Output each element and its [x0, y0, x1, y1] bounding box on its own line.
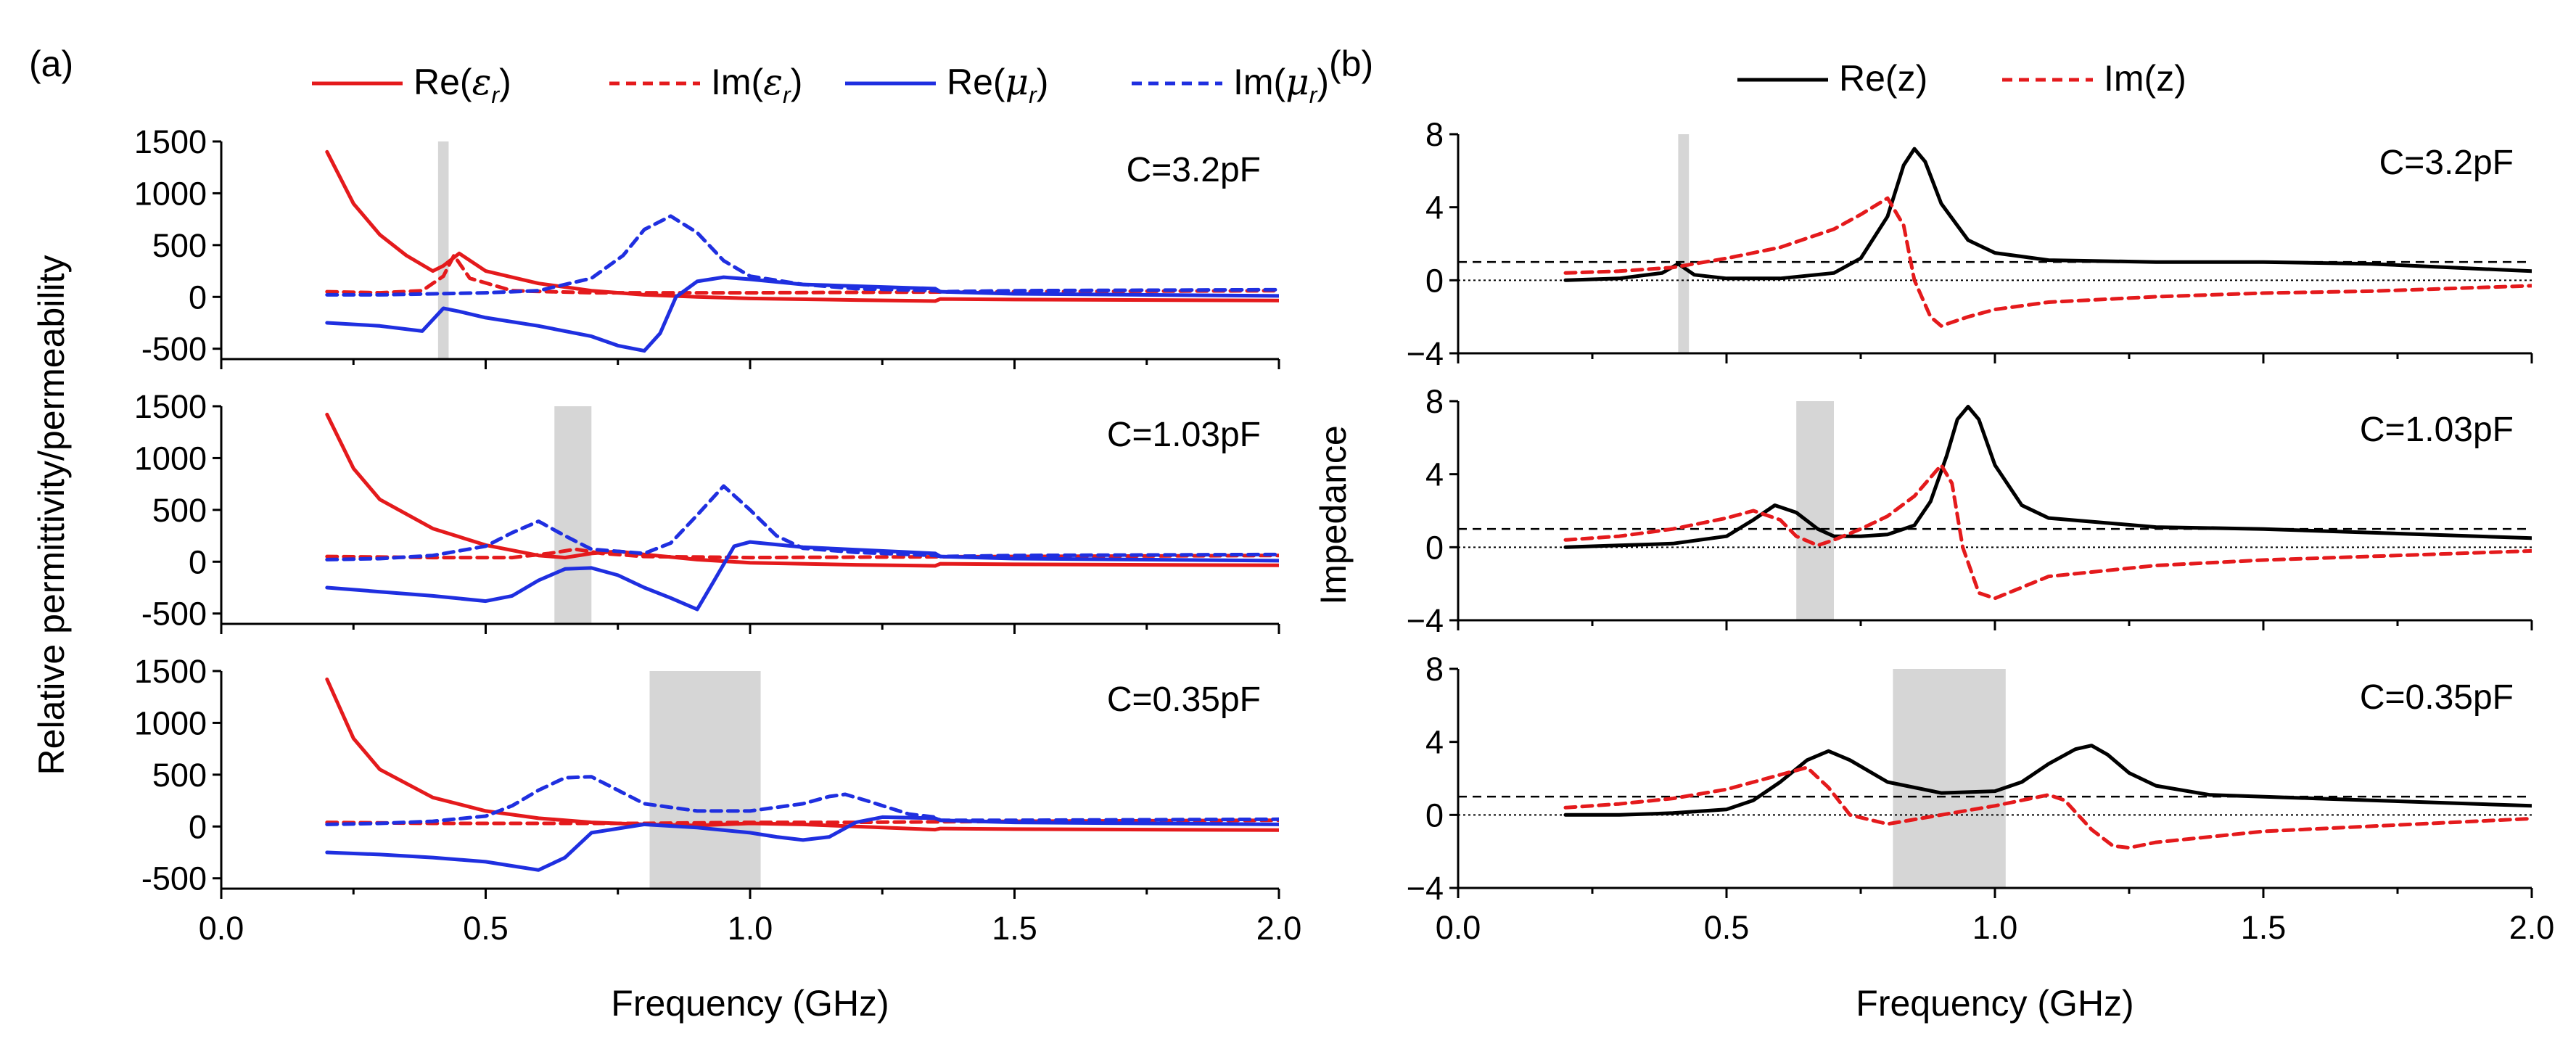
x-tick-label: 1.0 — [728, 910, 773, 947]
subplot-2: 8 4 0 −4 C=1.03pF — [1407, 383, 2533, 639]
capacitance-label: C=1.03pF — [1107, 416, 1261, 454]
y-tick-label: 0 — [189, 543, 207, 580]
x-tick-label: 0.5 — [463, 910, 509, 947]
y-tick-label: −4 — [1407, 870, 1444, 907]
series-line — [1563, 744, 2532, 817]
y-axis-title: Relative permittivity/permeability — [31, 255, 72, 776]
panel-a: (a) Relative permittivity/permeability Fre… — [29, 44, 1329, 1024]
y-tick-label: 500 — [152, 227, 207, 264]
y-tick-label: 8 — [1425, 651, 1444, 688]
series-line — [325, 149, 1279, 303]
subplot-3: 8 4 0 −40.0 0.5 1.0 1.5 2.0 C=0.35pF — [1407, 651, 2555, 946]
y-tick-label: 0 — [1425, 262, 1444, 299]
x-tick-label: 1.5 — [2241, 909, 2287, 946]
shaded-band — [1796, 401, 1834, 620]
series-line — [325, 214, 1279, 297]
subplot-3: 1500 1000 500 0 -500 0.0 0.5 1.0 1.5 2.0 C=0.35pF — [134, 653, 1301, 947]
subplot-2: 1500 1000 500 0 -500 C=1.03pF — [134, 388, 1280, 634]
panel-label: (b) — [1329, 44, 1373, 84]
capacitance-label: C=0.35pF — [2360, 678, 2514, 717]
capacitance-label: C=1.03pF — [2360, 411, 2514, 449]
shaded-band — [437, 141, 449, 359]
legend-label: Im(z) — [2104, 58, 2186, 99]
y-tick-label: -500 — [141, 860, 207, 897]
y-tick-label: 0 — [189, 279, 207, 316]
shaded-band — [554, 406, 592, 624]
capacitance-label: C=0.35pF — [1107, 680, 1261, 719]
y-tick-label: 1000 — [134, 704, 207, 741]
y-tick-label: 1000 — [134, 440, 207, 477]
series-line — [1563, 147, 2532, 282]
x-tick-label: 1.0 — [1972, 909, 2018, 946]
shaded-band — [1678, 134, 1690, 353]
y-tick-label: 0 — [1425, 797, 1444, 834]
x-tick-label: 0.5 — [1704, 909, 1750, 946]
legend-label: Re(z) — [1839, 58, 1927, 99]
y-tick-label: −4 — [1407, 335, 1444, 372]
x-tick-label: 2.0 — [2509, 909, 2555, 946]
series-line — [1563, 405, 2532, 549]
panel-label: (a) — [29, 44, 73, 84]
y-tick-label: 8 — [1425, 383, 1444, 420]
series-line — [325, 547, 1279, 560]
y-tick-label: -500 — [141, 331, 207, 368]
x-tick-label: 0.0 — [199, 910, 244, 947]
series-line — [1563, 196, 2532, 328]
panel-b: (b) Impedance Frequency (GHz) Re(z) Im(z) 8 4 0… — [1313, 44, 2554, 1024]
y-tick-label: 4 — [1425, 724, 1444, 761]
y-tick-label: 1500 — [134, 388, 207, 425]
series-line — [325, 275, 1279, 353]
y-tick-label: 1500 — [134, 653, 207, 690]
series-line — [325, 253, 1279, 295]
shaded-band — [649, 671, 761, 889]
y-tick-label: −4 — [1407, 602, 1444, 639]
y-tick-label: 0 — [1425, 529, 1444, 566]
x-tick-label: 1.5 — [992, 910, 1037, 947]
legend-label: Im(μr) — [1233, 61, 1329, 108]
series-line — [325, 484, 1279, 561]
x-tick-label: 2.0 — [1256, 910, 1302, 947]
y-tick-label: 0 — [189, 808, 207, 845]
y-tick-label: 1000 — [134, 175, 207, 212]
y-tick-label: 1500 — [134, 123, 207, 160]
y-tick-label: 500 — [152, 492, 207, 529]
shaded-band — [1893, 669, 2006, 888]
legend-label: Re(μr) — [947, 61, 1048, 108]
x-tick-label: 0.0 — [1436, 909, 1481, 946]
legend-label: Re(εr) — [413, 61, 511, 108]
series-line — [1563, 765, 2532, 850]
series-line — [325, 815, 1279, 872]
y-axis-title: Impedance — [1313, 425, 1354, 604]
y-tick-label: 500 — [152, 757, 207, 794]
subplot-1: 8 4 0 −4 C=3.2pF — [1407, 116, 2533, 372]
series-line — [1563, 463, 2532, 601]
legend-label: Im(εr) — [711, 61, 802, 108]
subplot-1: 1500 1000 500 0 -500 C=3.2pF — [134, 123, 1280, 369]
y-tick-label: 4 — [1425, 456, 1444, 493]
capacitance-label: C=3.2pF — [1127, 151, 1261, 189]
series-line — [325, 775, 1279, 826]
x-axis-title: Frequency (GHz) — [611, 983, 889, 1024]
x-axis-title: Frequency (GHz) — [1856, 983, 2133, 1024]
y-tick-label: -500 — [141, 596, 207, 633]
capacitance-label: C=3.2pF — [2379, 144, 2514, 182]
y-tick-label: 8 — [1425, 116, 1444, 153]
y-tick-label: 4 — [1425, 189, 1444, 226]
series-line — [325, 540, 1279, 612]
